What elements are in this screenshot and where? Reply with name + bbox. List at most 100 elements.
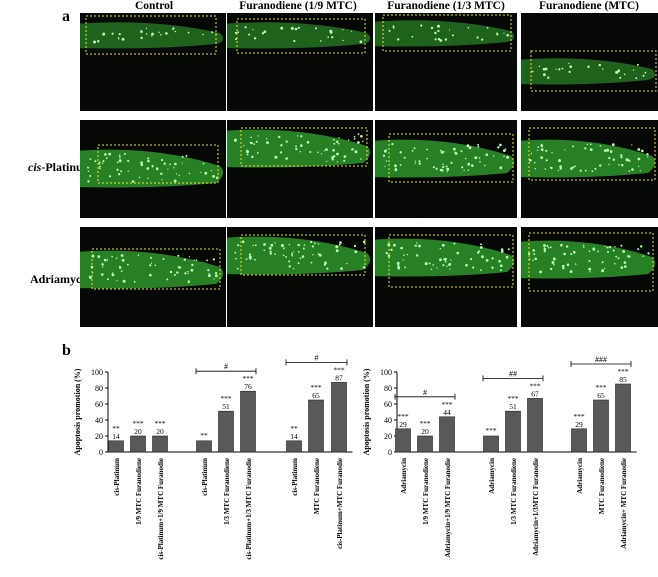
apoptotic-cell-dot <box>603 149 607 152</box>
apoptotic-cell-dot <box>327 36 329 38</box>
apoptotic-cell-dot <box>160 158 164 162</box>
apoptotic-cell-dot <box>477 145 480 148</box>
apoptotic-cell-dot <box>424 262 428 266</box>
apoptotic-cell-dot <box>151 32 154 36</box>
apoptotic-cell-dot <box>274 155 278 159</box>
bar <box>527 398 543 453</box>
apoptotic-cell-dot <box>150 256 152 259</box>
x-tick-label: 1/9 MTC Furanodiene <box>135 458 143 525</box>
data-label: 29 <box>575 420 583 429</box>
apoptotic-cell-dot <box>173 167 175 169</box>
apoptotic-cell-dot <box>207 274 211 278</box>
apoptotic-cell-dot <box>101 273 104 276</box>
apoptotic-cell-dot <box>106 259 109 261</box>
apoptotic-cell-dot <box>309 151 312 153</box>
apoptotic-cell-dot <box>547 246 550 249</box>
apoptotic-cell-dot <box>351 148 354 151</box>
apoptotic-cell-dot <box>568 62 570 65</box>
region-of-interest-box <box>388 234 514 288</box>
apoptotic-cell-dot <box>640 245 643 248</box>
x-tick-label: cis-Platinum <box>201 458 209 496</box>
apoptotic-cell-dot <box>338 243 341 246</box>
apoptotic-cell-dot <box>117 37 120 39</box>
apoptotic-cell-dot <box>269 252 272 255</box>
apoptotic-cell-dot <box>162 258 165 261</box>
apoptotic-cell-dot <box>160 172 163 175</box>
apoptotic-cell-dot <box>624 265 627 268</box>
larva-body <box>375 20 515 47</box>
data-label: 14 <box>112 432 120 441</box>
apoptotic-cell-dot <box>127 170 129 172</box>
apoptotic-cell-dot <box>282 254 285 257</box>
apoptotic-cell-dot <box>177 266 180 268</box>
apoptotic-cell-dot <box>326 267 329 270</box>
apoptotic-cell-dot <box>147 177 149 179</box>
apoptotic-cell-dot <box>456 251 460 255</box>
apoptotic-cell-dot <box>188 256 190 258</box>
apoptotic-cell-dot <box>617 70 620 73</box>
apoptotic-cell-dot <box>413 147 416 150</box>
apoptotic-cell-dot <box>584 169 587 172</box>
apoptotic-cell-dot <box>628 159 631 162</box>
apoptotic-cell-dot <box>215 274 218 278</box>
apoptotic-cell-dot <box>642 74 645 77</box>
apoptotic-cell-dot <box>155 167 159 171</box>
apoptotic-cell-dot <box>588 260 591 262</box>
apoptotic-cell-dot <box>210 170 213 172</box>
region-of-interest-box <box>382 14 512 52</box>
apoptotic-cell-dot <box>241 240 245 244</box>
column-header-furanodiene-1-9: Furanodiene (1/9 MTC) <box>239 0 357 12</box>
bar <box>593 399 609 453</box>
apoptotic-cell-dot <box>559 165 562 168</box>
apoptotic-cell-dot <box>187 280 190 284</box>
apoptotic-cell-dot <box>300 144 303 147</box>
apoptotic-cell-dot <box>362 266 365 269</box>
apoptotic-cell-dot <box>248 253 252 256</box>
apoptotic-cell-dot <box>606 246 609 249</box>
apoptotic-cell-dot <box>261 32 265 35</box>
apoptotic-cell-dot <box>481 38 484 41</box>
apoptotic-cell-dot <box>387 254 391 258</box>
apoptotic-cell-dot <box>169 163 171 166</box>
apoptotic-cell-dot <box>418 244 421 248</box>
apoptotic-cell-dot <box>331 36 334 39</box>
apoptotic-cell-dot <box>195 259 198 261</box>
larva-body <box>375 238 515 277</box>
apoptotic-cell-dot <box>120 254 124 257</box>
apoptotic-cell-dot <box>463 169 465 171</box>
apoptotic-cell-dot <box>320 40 322 42</box>
apoptotic-cell-dot <box>592 247 596 251</box>
apoptotic-cell-dot <box>280 26 284 30</box>
apoptotic-cell-dot <box>123 153 126 155</box>
apoptotic-cell-dot <box>169 270 173 274</box>
apoptotic-cell-dot <box>312 254 314 256</box>
apoptotic-cell-dot <box>588 267 592 271</box>
apoptotic-cell-dot <box>147 157 150 160</box>
apoptotic-cell-dot <box>317 253 320 256</box>
apoptotic-cell-dot <box>503 155 505 158</box>
apoptotic-cell-dot <box>589 148 593 151</box>
apoptotic-cell-dot <box>540 144 544 148</box>
apoptotic-cell-dot <box>290 26 294 30</box>
apoptotic-cell-dot <box>637 248 640 251</box>
apoptotic-cell-dot <box>500 264 503 267</box>
apoptotic-cell-dot <box>244 26 247 29</box>
apoptotic-cell-dot <box>257 135 259 137</box>
panel-a-letter: a <box>62 8 70 25</box>
apoptotic-cell-dot <box>465 263 468 267</box>
apoptotic-cell-dot <box>558 68 561 71</box>
apoptotic-cell-dot <box>416 242 418 244</box>
micrograph-r2-c4 <box>521 120 658 218</box>
apoptotic-cell-dot <box>360 135 363 138</box>
apoptotic-cell-dot <box>623 261 627 264</box>
apoptotic-cell-dot <box>635 77 638 80</box>
significance-label: *** <box>154 419 166 428</box>
apoptotic-cell-dot <box>637 148 641 151</box>
apoptotic-cell-dot <box>572 166 575 169</box>
micrograph-r3-c2 <box>227 227 373 327</box>
bar <box>308 399 324 453</box>
apoptotic-cell-dot <box>204 171 208 175</box>
bar <box>130 435 146 453</box>
apoptotic-cell-dot <box>450 161 453 164</box>
